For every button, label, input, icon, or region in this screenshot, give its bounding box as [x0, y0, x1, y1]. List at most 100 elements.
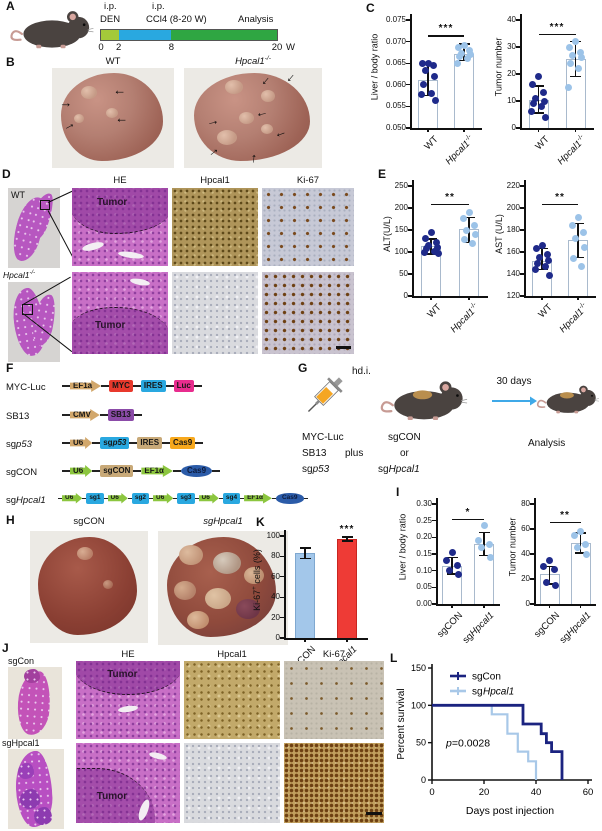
data-point — [470, 222, 478, 230]
y-tick-label: 0.075 — [385, 15, 406, 24]
error-cap — [478, 531, 490, 534]
backbone-line — [149, 497, 154, 499]
y-tick-mark — [516, 46, 520, 48]
x-tick-mark — [574, 128, 577, 132]
x-tick-mark — [537, 128, 540, 132]
x-category-label: sgHpcal1 — [557, 610, 594, 646]
chart-liver-body-ratio-denccl4: Liver / body ratio 0.050 0.055 0.060 0.065 0.… — [370, 6, 486, 167]
mix-plus: plus — [345, 448, 364, 459]
x-tick-mark — [548, 604, 551, 608]
chart-tumor-number-hdi: Tumor number 0 20 40 60 80 sgCON sgHpcal1 ** — [508, 490, 600, 648]
y-tick-mark — [408, 207, 412, 209]
y-tick-label: 40 — [521, 549, 530, 558]
y-axis-label: Tumor number — [493, 37, 504, 97]
y-tick-label: 220 — [506, 181, 520, 190]
x-category-label: WT — [536, 302, 555, 321]
vessel — [117, 250, 145, 260]
construct-element-u6: U6 — [70, 465, 93, 477]
y-tick-label: 20 — [507, 69, 516, 78]
backbone-line — [103, 497, 108, 499]
construct-element-sgp53: sgp53 — [100, 437, 130, 449]
backbone-line — [99, 414, 108, 416]
data-point — [460, 41, 468, 49]
error-cap — [575, 551, 586, 554]
alt-or: or — [400, 448, 409, 459]
y-tick-mark — [516, 100, 520, 102]
construct-element-sg1: sg1 — [86, 493, 104, 504]
mix-myc-luc: MYC-Luc — [302, 432, 344, 443]
backbone-line — [172, 470, 181, 472]
he-image-sgcon: Tumor — [76, 661, 180, 739]
error-cap — [570, 75, 581, 78]
timeline-segment — [171, 30, 277, 40]
x-category-label: sgHpcal1 — [460, 610, 497, 646]
error-bar — [304, 548, 306, 559]
backbone-line — [165, 385, 174, 387]
y-tick-mark — [520, 207, 524, 209]
data-point — [542, 113, 549, 121]
error-bar — [548, 566, 551, 584]
tumor-nodule — [243, 567, 264, 585]
timeline-segment — [118, 30, 172, 40]
y-tick-mark — [530, 578, 534, 580]
data-point — [543, 250, 551, 258]
backbone-line — [133, 414, 142, 416]
y-tick-mark — [406, 40, 410, 43]
construct-diagram: CMV SB13 — [62, 409, 142, 421]
timeline-ip2-label: i.p. — [152, 1, 165, 12]
x-tick-mark — [541, 296, 543, 300]
x-category-label: Hpcal1-/- — [448, 301, 479, 336]
construct-name: MYC-Luc — [6, 382, 46, 393]
backbone-line — [133, 470, 142, 472]
backbone-line — [62, 442, 70, 444]
analysis-label: Analysis — [528, 438, 566, 449]
y-tick-label: 30 — [507, 42, 516, 51]
error-cap — [572, 256, 584, 259]
x-category-label: WT — [422, 134, 441, 153]
vessel — [81, 240, 105, 253]
data-point — [533, 259, 541, 267]
y-tick-mark — [280, 637, 284, 639]
y-tick-mark — [520, 273, 524, 275]
timeline-analysis-label: Analysis — [238, 14, 274, 25]
svg-text:20: 20 — [479, 787, 490, 798]
he-image-sghpcal1: Tumor — [76, 743, 180, 823]
y-tick-mark — [280, 596, 284, 598]
svg-text:0: 0 — [429, 787, 434, 798]
backbone-line — [62, 470, 70, 472]
tumor-label: Tumor — [95, 319, 126, 331]
panelD-header-hpcal1: Hpcal1 — [200, 175, 230, 186]
tumor-label: Tumor — [107, 668, 138, 680]
construct-element-u6: U6 — [62, 493, 83, 504]
y-tick-mark — [432, 536, 436, 539]
tumor-nodule — [261, 124, 274, 134]
data-point — [571, 235, 579, 243]
y-tick-mark — [406, 105, 410, 108]
roi-box — [22, 304, 33, 315]
backbone-line — [303, 497, 308, 499]
backbone-line — [127, 497, 132, 499]
significance-line — [431, 203, 469, 205]
data-point — [459, 215, 467, 223]
x-tick-mark — [346, 638, 348, 642]
data-point — [417, 91, 425, 99]
panel-letter-b: B — [6, 55, 15, 69]
y-tick-label: 20 — [271, 612, 280, 622]
timeline-den-label: DEN — [100, 14, 121, 25]
liver-photo-wt: → → → → — [52, 68, 174, 168]
chart-ki67-percent: Ki-67+ cells (%)020406080100sgCONsgHpcal… — [251, 522, 372, 682]
error-cap — [299, 557, 311, 560]
error-cap — [341, 540, 353, 542]
x-tick-mark — [483, 604, 485, 608]
bar-sgHpcal1 — [337, 539, 357, 638]
x-tick-mark — [304, 638, 306, 642]
scale-bar — [336, 346, 351, 349]
error-cap — [544, 565, 555, 568]
x-tick-mark — [427, 128, 429, 132]
y-tick-mark — [432, 569, 436, 572]
significance-stars: *** — [339, 524, 355, 536]
data-point — [569, 51, 576, 59]
tumor-arrow: → — [254, 107, 271, 126]
backbone-line — [58, 497, 62, 499]
